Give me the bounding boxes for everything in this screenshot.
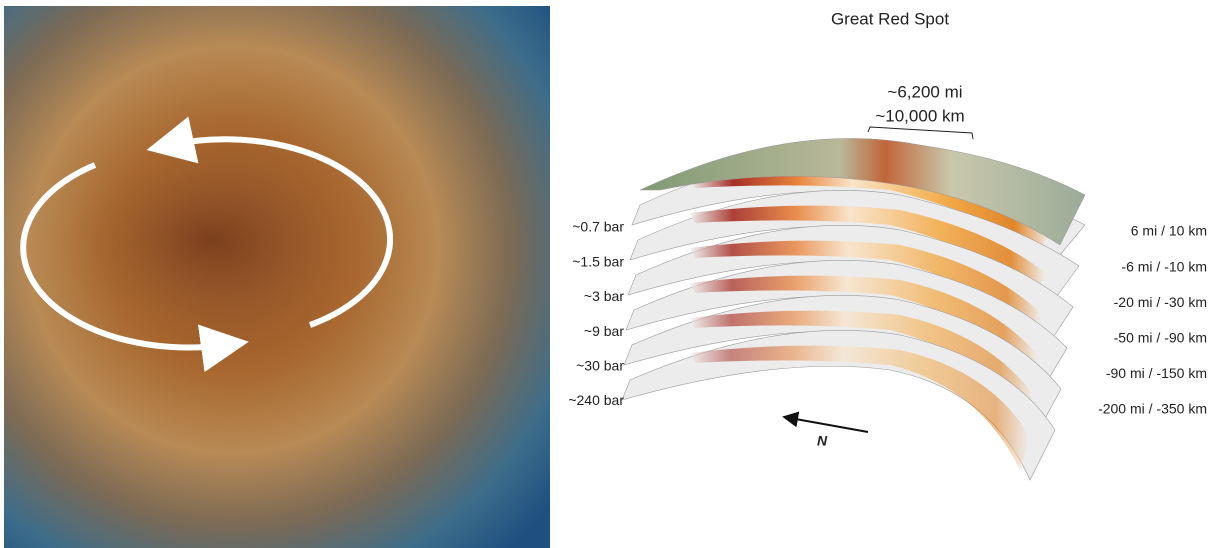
depth-label: -50 mi / -90 km	[1114, 330, 1207, 346]
depth-label: -20 mi / -30 km	[1114, 294, 1207, 310]
width-label: ~10,000 km	[875, 106, 964, 125]
depth-label: 6 mi / 10 km	[1131, 223, 1207, 239]
width-bracket	[868, 127, 973, 139]
pressure-label: ~1.5 bar	[572, 253, 624, 269]
depth-label: -200 mi / -350 km	[1098, 401, 1207, 417]
pressure-label: ~30 bar	[576, 358, 624, 374]
north-arrow	[790, 418, 868, 432]
depth-label: -90 mi / -150 km	[1106, 365, 1207, 381]
depth-label: -6 mi / -10 km	[1121, 258, 1207, 274]
pressure-label: ~240 bar	[568, 392, 624, 408]
pressure-label: ~3 bar	[584, 288, 624, 304]
width-label: ~6,200 mi	[887, 82, 962, 101]
storm-core	[60, 140, 360, 340]
pressure-label: ~0.7 bar	[572, 219, 624, 235]
north-label: N	[817, 433, 828, 449]
pressure-label: ~9 bar	[584, 323, 624, 339]
figure: Great Red Spot ~6,200 mi ~10,000 km N ~0…	[0, 0, 1215, 548]
page: Great Red Spot ~6,200 mi ~10,000 km N ~0…	[0, 0, 1215, 548]
title: Great Red Spot	[831, 9, 949, 28]
